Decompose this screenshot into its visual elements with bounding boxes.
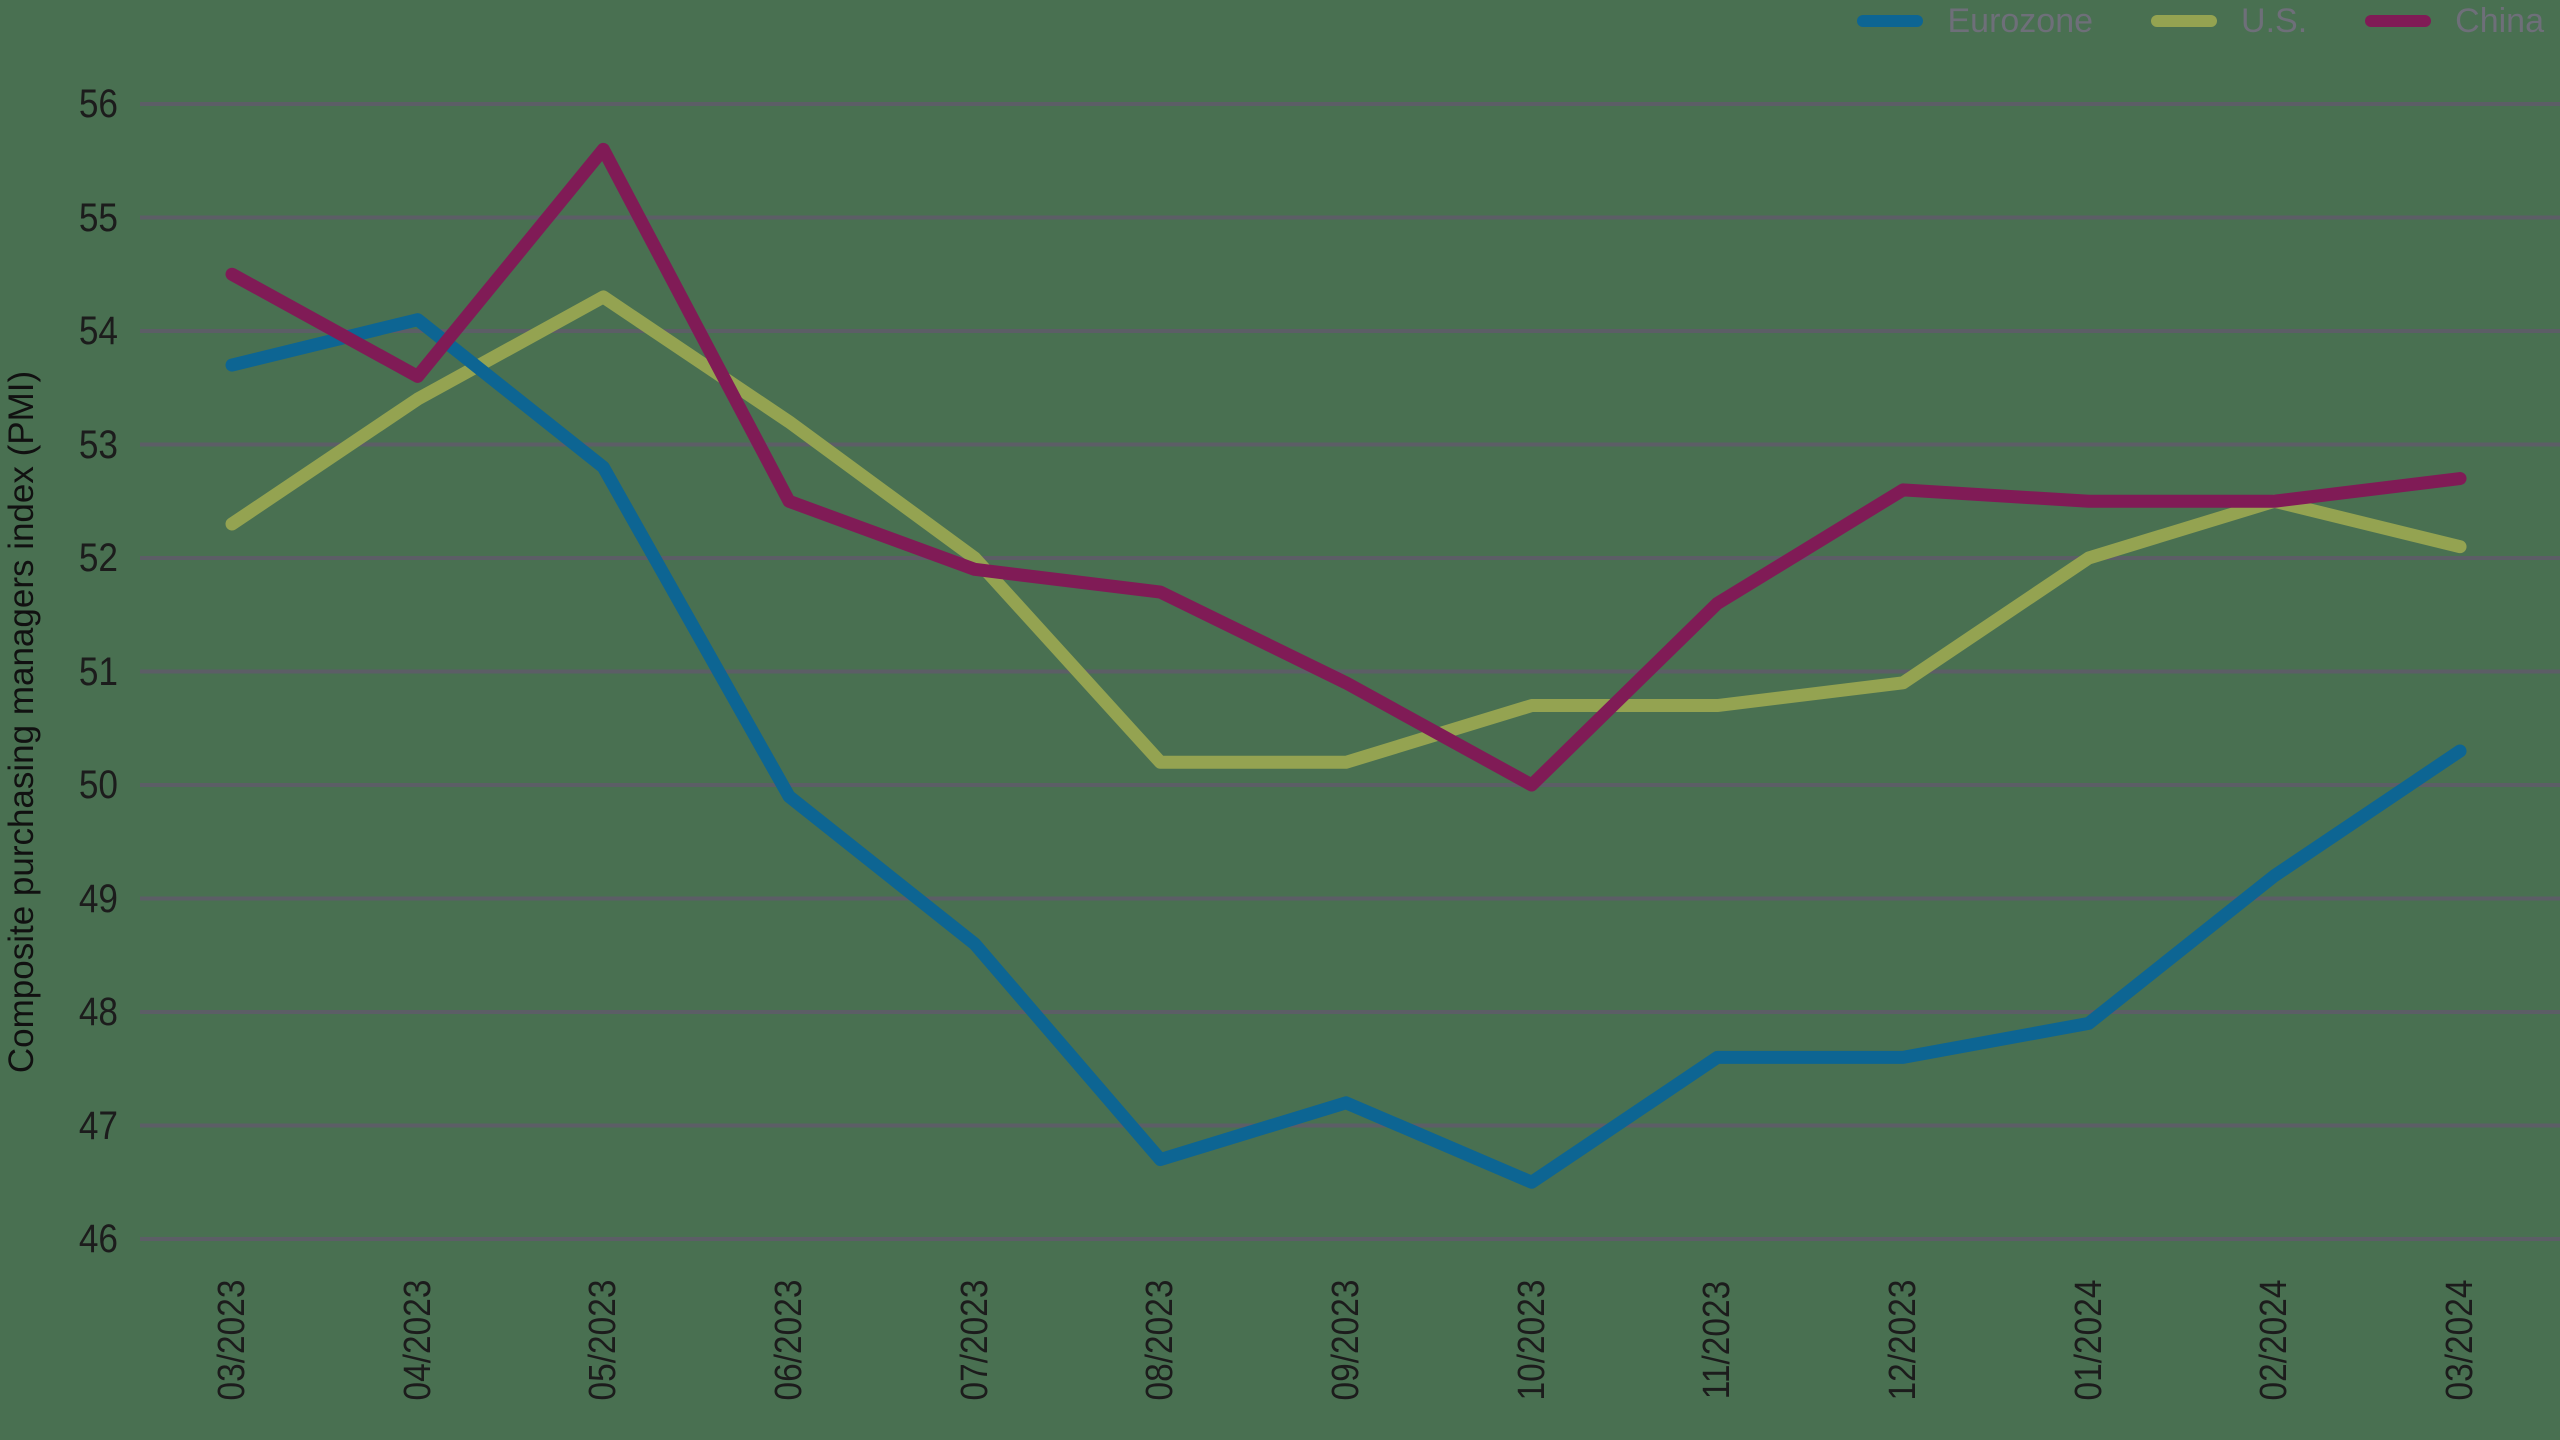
x-tick-label: 07/2023 [953,1279,996,1401]
y-tick-label: 52 [78,536,118,580]
x-tick-label: 01/2024 [2067,1279,2110,1401]
legend-item-us: U.S. [2151,0,2307,42]
y-tick-label: 55 [78,195,118,240]
legend: Eurozone U.S. China [1857,0,2544,42]
legend-swatch [2365,15,2432,27]
y-tick-label: 48 [78,990,118,1034]
legend-label: China [2455,2,2544,40]
legend-item-eurozone: Eurozone [1857,0,2093,42]
x-tick-label: 08/2023 [1139,1279,1182,1401]
legend-swatch [1857,15,1924,27]
x-tick-label: 09/2023 [1325,1279,1368,1401]
x-tick-label: 05/2023 [582,1279,625,1401]
x-tick-label: 10/2023 [1510,1279,1553,1401]
legend-swatch [2151,15,2218,27]
y-axis-title: Composite purchasing managers index (PMI… [2,370,41,1074]
series-line-us [225,290,2467,769]
series-line-china [225,142,2467,792]
legend-label: U.S. [2241,2,2308,40]
y-tick-label: 49 [78,876,118,921]
x-tick-label: 04/2023 [396,1279,439,1401]
legend-label: Eurozone [1947,2,2094,40]
series-line-eurozone [225,313,2467,1189]
x-tick-label: 11/2023 [1696,1280,1739,1400]
y-tick-label: 51 [78,649,118,694]
y-tick-label: 54 [78,309,118,353]
x-tick-label: 03/2024 [2439,1279,2482,1401]
legend-item-china: China [2365,0,2544,42]
y-tick-label: 46 [78,1217,118,1261]
x-tick-label: 06/2023 [768,1279,810,1401]
y-tick-label: 56 [78,82,118,126]
y-tick-label: 50 [78,763,118,807]
x-tick-label: 02/2024 [2253,1279,2296,1401]
y-tick-label: 53 [78,422,118,467]
y-tick-label: 47 [78,1103,118,1148]
x-tick-label: 12/2023 [1882,1279,1925,1401]
x-tick-label: 03/2023 [211,1279,253,1401]
